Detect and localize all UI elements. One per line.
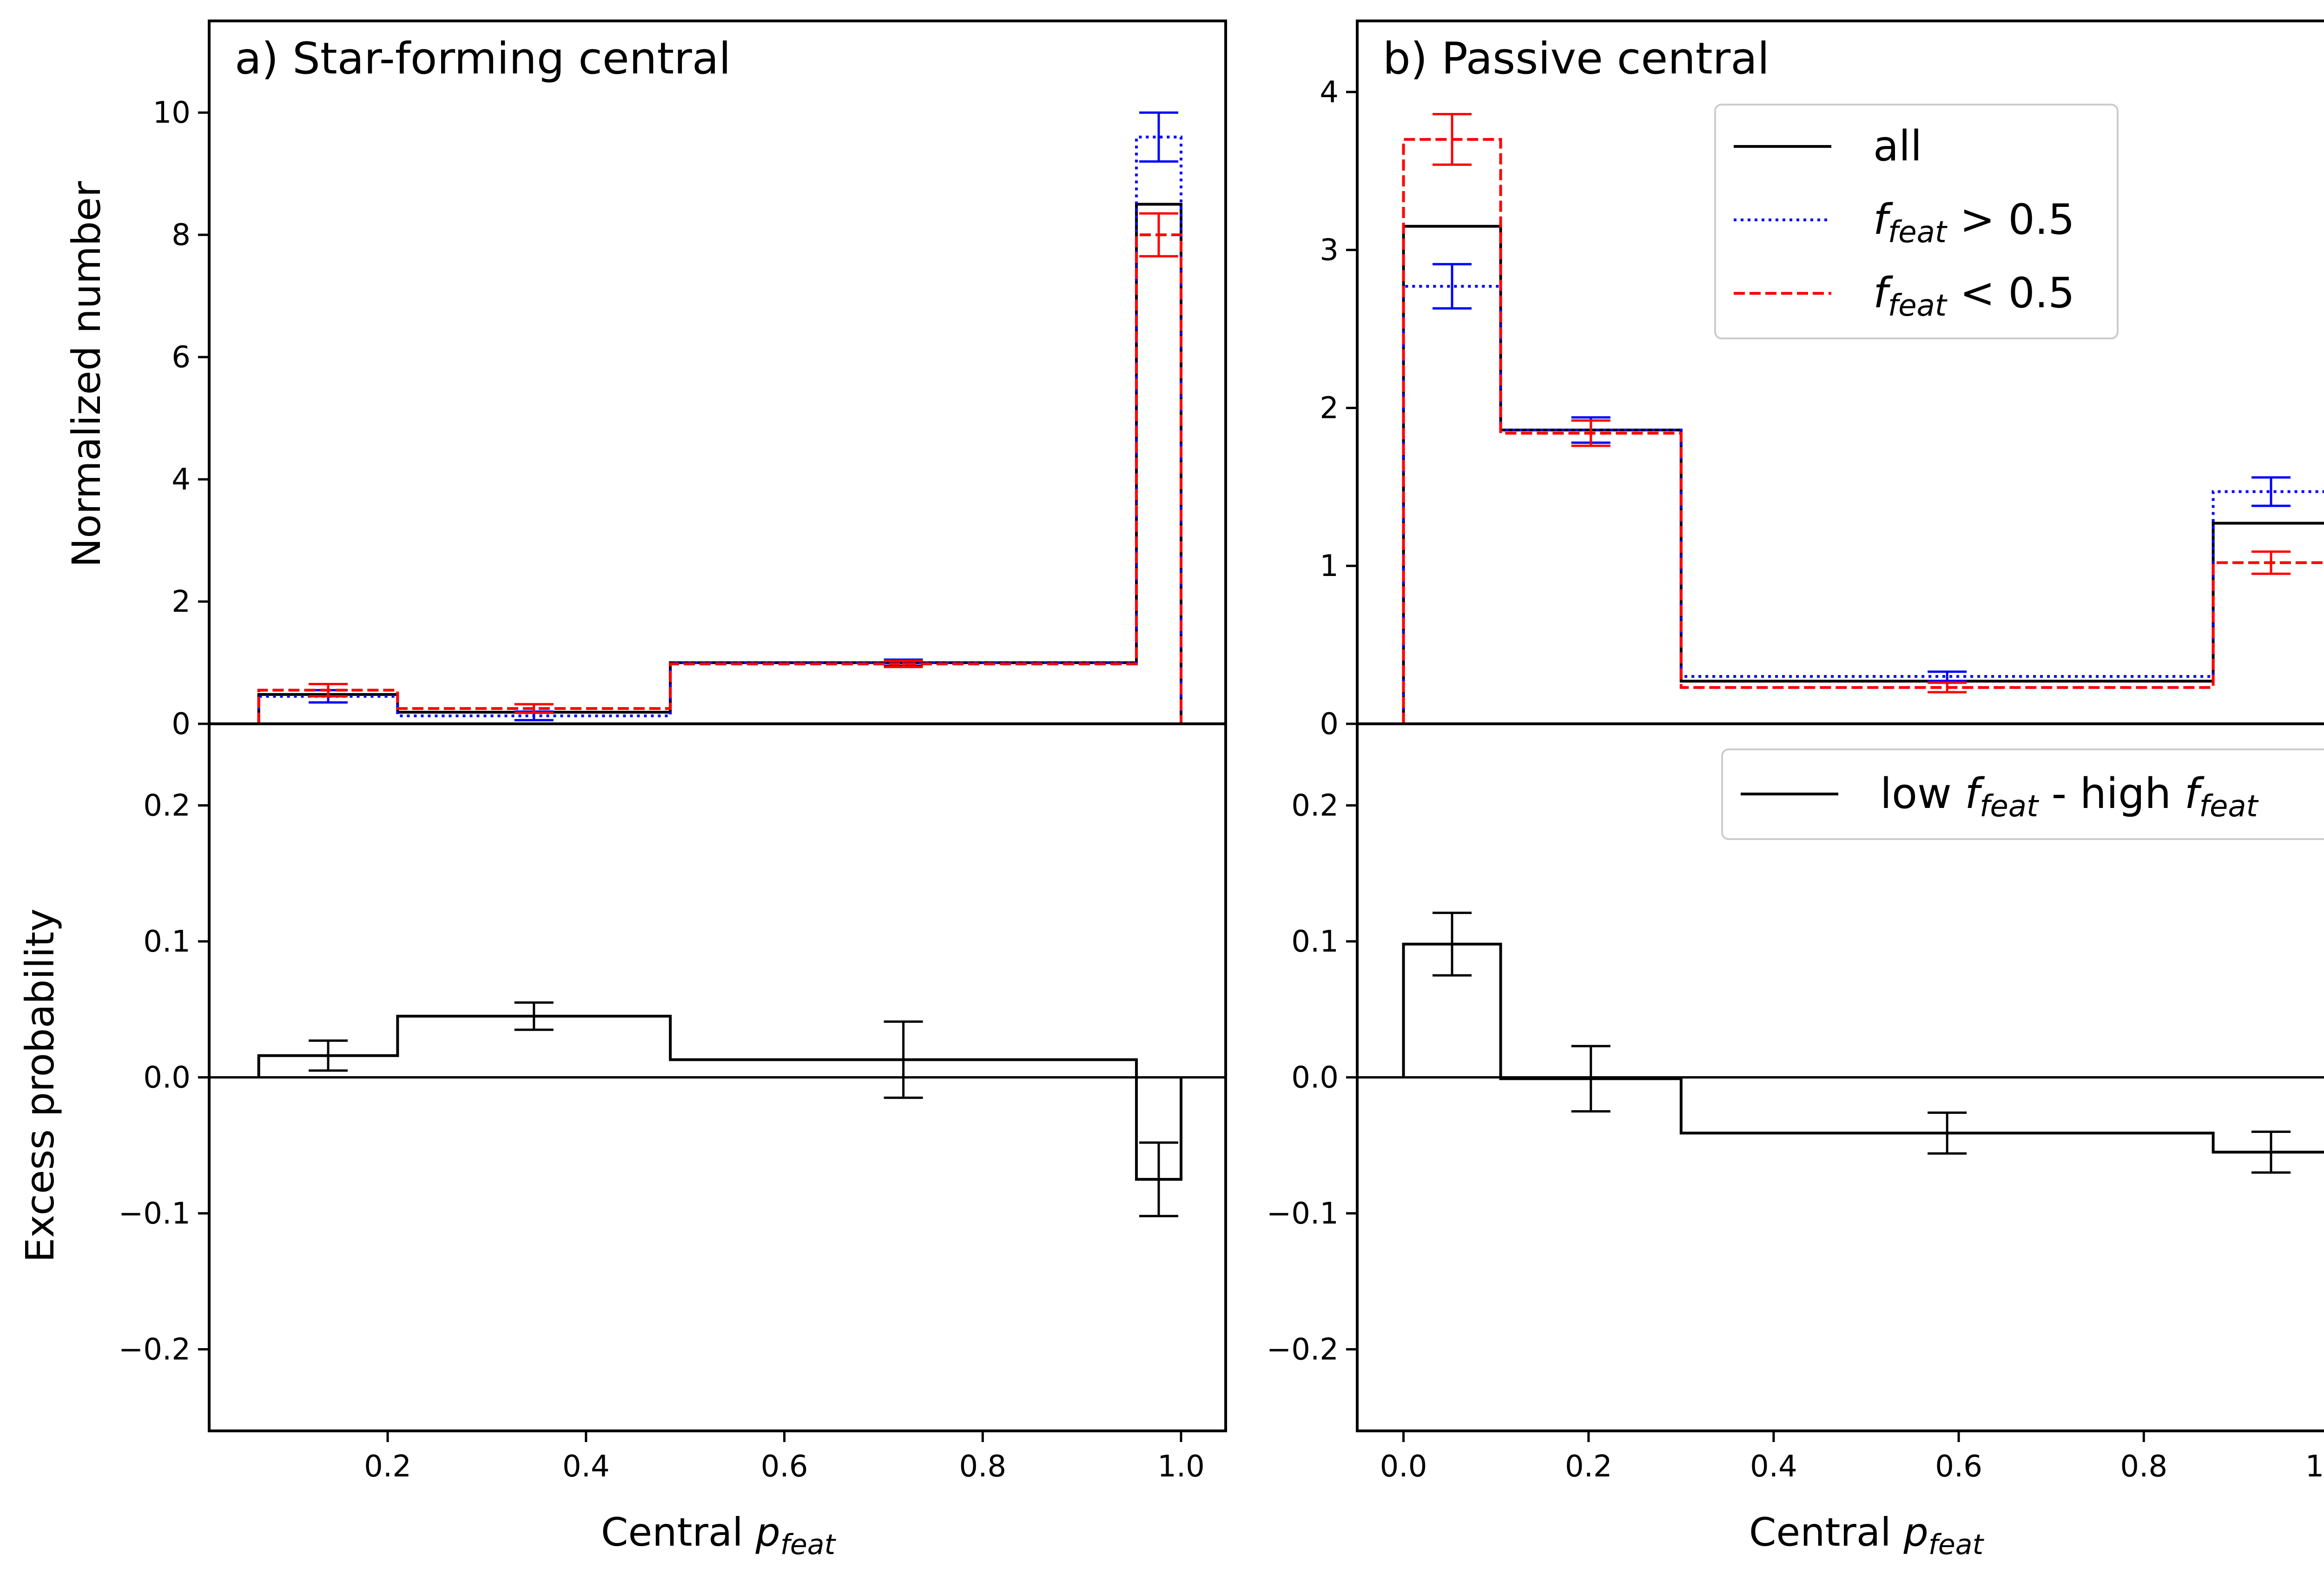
panel-a-top-ytick-label: 4 <box>172 463 191 497</box>
panel-a-top-frame <box>208 20 1227 725</box>
panel-b-bottom-xtick-label: 0.6 <box>1935 1449 1982 1484</box>
panel-a-top-ytick-label: 10 <box>153 96 191 130</box>
panel-b-top-ytick-label: 3 <box>1320 233 1339 268</box>
legend-label-difference: low ffeat - high ffeat <box>1880 769 2259 824</box>
legend-bottom-frame <box>1721 748 2324 840</box>
legend-top: all ffeat > 0.5 ffeat < 0.5 <box>1714 104 2119 339</box>
panel-b-bottom-xtick-label: 0.8 <box>2120 1449 2167 1484</box>
panel-b-top-series-1 <box>1402 285 2324 724</box>
panel-a-bottom-ytick-label: 0.0 <box>143 1061 191 1095</box>
panel-b-bottom-xtick-label: 0.2 <box>1565 1449 1612 1484</box>
panel-a-bottom-xtick-label: 0.6 <box>761 1449 808 1484</box>
panel-b-bottom-plot: −0.2 −0.1 0.0 0.1 0.2 0.0 0.2 0.4 0.6 0.8 1.0 <box>1267 722 2324 1484</box>
panel-a-top-ytick-label: 0 <box>172 707 191 741</box>
panel-b-bottom-ytick-label: 0.2 <box>1291 789 1339 823</box>
panel-a-bottom-xtick-label: 0.4 <box>562 1449 610 1484</box>
legend-bottom: low ffeat - high ffeat <box>1721 748 2324 840</box>
panel-a-bottom-xtick-label: 0.8 <box>959 1449 1006 1484</box>
panel-b-title: b) Passive central <box>1383 33 1769 84</box>
panel-b-top-plot: 0 1 2 3 4 <box>1320 20 2324 741</box>
panel-a-bottom-ytick-label: −0.2 <box>119 1333 191 1367</box>
panel-a-top-series-0 <box>257 203 1182 724</box>
legend-label-all: all <box>1873 122 1922 171</box>
panel-a-bottom-plot: −0.2 −0.1 0.0 0.1 0.2 0.2 0.4 0.6 0.8 1.0 <box>119 722 1227 1484</box>
panel-b-top-ytick-label: 2 <box>1320 391 1339 425</box>
panel-a-bottom-series-0 <box>257 1014 1182 1181</box>
panel-a-bottom-ytick-label: 0.1 <box>143 925 191 959</box>
legend-label-high: ffeat > 0.5 <box>1873 195 2075 250</box>
panel-a-top-series-2 <box>257 233 1182 724</box>
ylabel-excess-probability: Excess probability <box>17 908 63 1263</box>
panel-b-bottom-ytick-label: −0.2 <box>1267 1333 1339 1367</box>
panel-b-top-ytick-label: 0 <box>1320 707 1339 741</box>
panel-b-bottom-ytick-label: 0.0 <box>1291 1061 1339 1095</box>
legend-top-frame <box>1714 104 2119 339</box>
legend-label-low: ffeat < 0.5 <box>1873 269 2075 323</box>
panel-b-bottom-ytick-label: −0.1 <box>1267 1197 1339 1231</box>
panel-b-bottom-ytick-label: 0.1 <box>1291 925 1339 959</box>
panel-b-bottom-xtick-label: 0.0 <box>1380 1449 1427 1484</box>
panel-b-bottom-xtick-label: 0.4 <box>1750 1449 1797 1484</box>
panel-a-title: a) Star-forming central <box>235 33 731 84</box>
panel-a-bottom-ytick-label: 0.2 <box>143 789 191 823</box>
panel-a-bottom-xtick-label: 0.2 <box>364 1449 411 1484</box>
panel-a-top-ytick-label: 6 <box>172 340 191 375</box>
panel-a-top-ytick-label: 2 <box>172 585 191 619</box>
panel-a-top-plot: 0 2 4 6 8 10 <box>153 20 1227 741</box>
xlabel-panel-b: Central pfeat <box>1749 1509 1985 1561</box>
ylabel-normalized-number: Normalized number <box>64 181 109 567</box>
panel-a-bottom-ytick-label: −0.1 <box>119 1197 191 1231</box>
panel-b-bottom-series-0 <box>1402 942 2324 1154</box>
panel-b-bottom-xtick-label: 1.0 <box>2305 1449 2324 1484</box>
panel-a-bottom-xtick-label: 1.0 <box>1157 1449 1205 1484</box>
xlabel-panel-a: Central pfeat <box>601 1509 837 1561</box>
panel-a-top-series-1 <box>257 135 1182 724</box>
panel-b-top-ytick-label: 1 <box>1320 549 1339 583</box>
panel-b-top-ytick-label: 4 <box>1320 75 1339 110</box>
panel-a-top-ytick-label: 8 <box>172 218 191 252</box>
